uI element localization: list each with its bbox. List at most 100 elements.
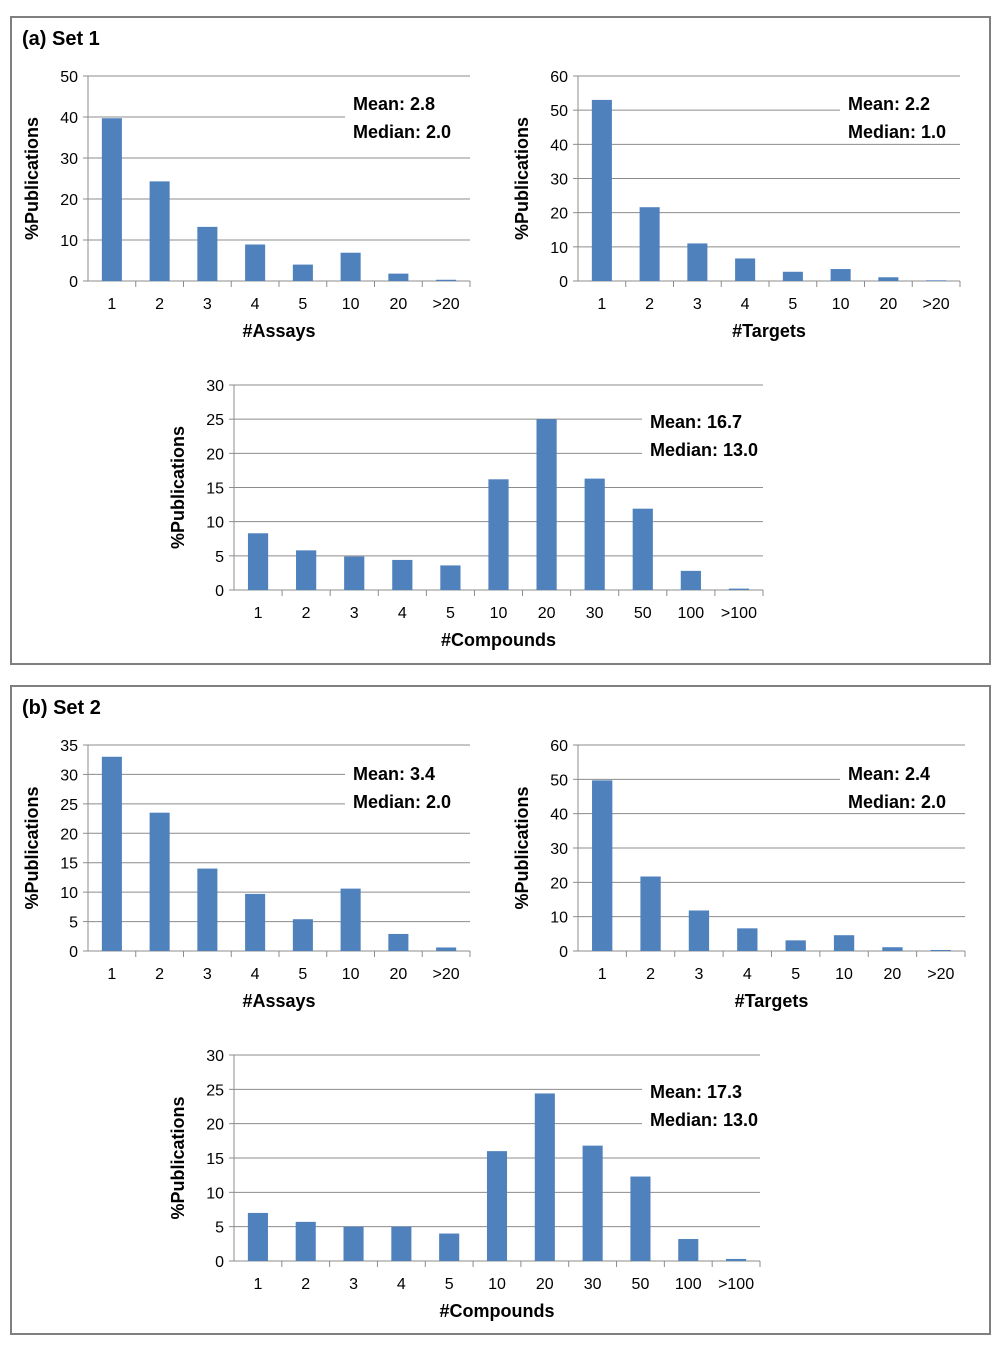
assays-chart: 0 5 10 15 20 25 30 35 1 2 3 4 5 10 20 >20 #Assays %Public…: [22, 738, 475, 1011]
y-tick-label: 40: [550, 807, 568, 824]
y-tick-label: 40: [60, 110, 78, 127]
bar: [878, 277, 899, 281]
bar: [436, 947, 457, 951]
bar: [101, 118, 122, 281]
x-tick-label: 4: [741, 296, 750, 313]
x-axis-title: #Compounds: [441, 630, 556, 650]
stats-backdrop: [840, 84, 970, 142]
x-tick-label: 10: [832, 296, 850, 313]
bar: [295, 1221, 316, 1261]
y-tick-label: 10: [60, 233, 78, 250]
bar: [340, 252, 361, 281]
bar: [782, 271, 803, 281]
x-tick-label: 20: [538, 605, 556, 622]
bar: [247, 1212, 268, 1261]
x-tick-label: 10: [490, 605, 508, 622]
mean-label: Mean: 2.2: [848, 94, 930, 114]
y-axis-title: %Publications: [512, 117, 532, 240]
y-axis-title: %Publications: [22, 786, 42, 909]
bar: [245, 893, 266, 951]
x-tick-label: 10: [488, 1276, 506, 1293]
x-tick-label: 1: [107, 296, 116, 313]
x-tick-label: 4: [397, 1276, 406, 1293]
x-tick-label: >20: [927, 966, 954, 983]
bar: [785, 940, 806, 951]
y-tick-label: 60: [550, 69, 568, 86]
y-axis-title: %Publications: [512, 786, 532, 909]
y-tick-label: 40: [550, 137, 568, 154]
mean-label: Mean: 2.8: [353, 94, 435, 114]
x-tick-label: 1: [597, 296, 606, 313]
x-tick-label: >20: [923, 296, 950, 313]
x-tick-label: 3: [203, 296, 212, 313]
y-tick-label: 10: [206, 1185, 224, 1202]
y-tick-label: 15: [60, 856, 78, 873]
median-label: Median: 13.0: [650, 440, 758, 460]
y-tick-label: 0: [215, 1254, 224, 1271]
targets-chart: 0 10 20 30 40 50 60 1 2 3 4 5 10 20 >20 #Targets %Public…: [512, 738, 970, 1011]
bar: [926, 280, 947, 281]
stats-backdrop: [642, 402, 772, 460]
y-tick-label: 5: [69, 915, 78, 932]
median-label: Median: 13.0: [650, 1110, 758, 1130]
bar: [101, 756, 122, 951]
bar: [632, 508, 653, 590]
assays-chart: 0 10 20 30 40 50 1 2 3 4 5 10 20 >20 #Assays %Publicati…: [22, 69, 475, 341]
bar: [197, 226, 218, 281]
y-tick-label: 30: [550, 841, 568, 858]
y-tick-label: 0: [559, 274, 568, 291]
panel-set-2: (b) Set 2 0 5 10 15 20 25 30 35 1 2 3 4 5 10 20 >20 #Ass…: [10, 685, 991, 1335]
x-tick-label: 2: [645, 296, 654, 313]
y-tick-label: 20: [550, 206, 568, 223]
stats-backdrop: [345, 84, 475, 142]
bar: [388, 933, 409, 951]
panel-set-1: (a) Set 1 0 10 20 30 40 50 1 2 3 4 5 10 20 >20 #Assays…: [10, 16, 991, 665]
bar: [343, 1226, 364, 1261]
x-tick-label: 20: [536, 1276, 554, 1293]
x-tick-label: 1: [107, 966, 116, 983]
x-tick-label: 2: [155, 296, 164, 313]
x-tick-label: 5: [788, 296, 797, 313]
bar: [687, 243, 708, 281]
y-tick-label: 15: [206, 1151, 224, 1168]
x-tick-label: 10: [835, 966, 853, 983]
bar: [534, 1093, 555, 1261]
x-tick-label: 2: [155, 966, 164, 983]
y-tick-label: 30: [60, 767, 78, 784]
x-tick-label: >100: [721, 605, 757, 622]
x-tick-label: 3: [350, 605, 359, 622]
x-tick-label: 1: [598, 966, 607, 983]
x-axis-title: #Assays: [242, 991, 315, 1011]
y-tick-label: 30: [206, 378, 224, 395]
bar: [392, 559, 413, 590]
x-tick-label: 30: [586, 605, 604, 622]
y-tick-label: 30: [206, 1048, 224, 1065]
bar: [592, 780, 613, 951]
x-tick-label: 100: [678, 605, 705, 622]
median-label: Median: 1.0: [848, 122, 946, 142]
mean-label: Mean: 17.3: [650, 1082, 742, 1102]
bar: [488, 479, 509, 590]
y-tick-label: 0: [69, 274, 78, 291]
x-tick-label: 4: [251, 296, 260, 313]
stats-backdrop: [642, 1072, 772, 1130]
y-tick-label: 15: [206, 481, 224, 498]
x-tick-label: 10: [342, 296, 360, 313]
x-tick-label: 4: [398, 605, 407, 622]
median-label: Median: 2.0: [848, 792, 946, 812]
y-tick-label: 10: [206, 515, 224, 532]
y-tick-label: 10: [60, 885, 78, 902]
x-tick-label: 20: [389, 296, 407, 313]
x-tick-label: 20: [884, 966, 902, 983]
bar: [688, 910, 710, 951]
y-tick-label: 20: [60, 826, 78, 843]
bar: [388, 273, 409, 281]
bar: [584, 478, 605, 590]
x-tick-label: 30: [584, 1276, 602, 1293]
x-tick-label: 5: [445, 1276, 454, 1293]
bar: [340, 888, 361, 951]
y-axis-title: %Publications: [168, 426, 188, 549]
x-tick-label: 100: [675, 1276, 702, 1293]
bar: [737, 928, 758, 951]
y-tick-label: 5: [215, 1220, 224, 1237]
